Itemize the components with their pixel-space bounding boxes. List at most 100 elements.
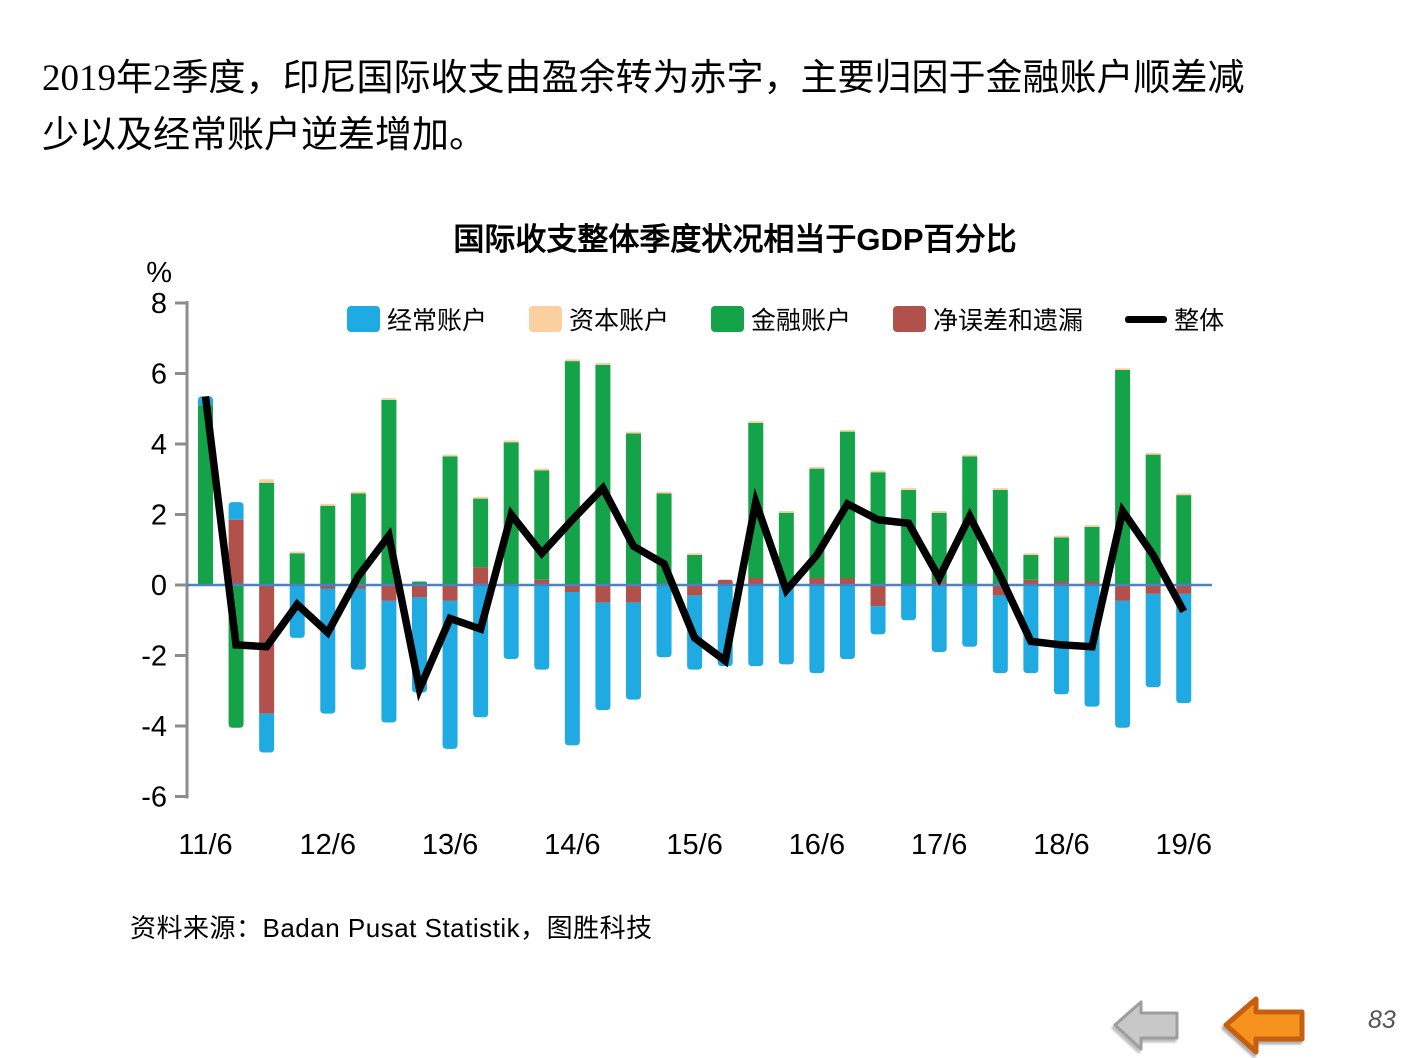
bar-segment-经常账户 [962, 585, 978, 647]
bar-segment-净误差和遗漏 [595, 585, 611, 603]
axis-label: -2 [141, 641, 167, 673]
source-note: 资料来源：Badan Pusat Statistik，图胜科技 [130, 913, 653, 943]
axis-label: 11/6 [178, 829, 232, 861]
bar-segment-经常账户 [259, 713, 275, 753]
bar-segment-资本账户 [687, 553, 703, 556]
bar-segment-经常账户 [1053, 585, 1069, 695]
bar-segment-资本账户 [564, 359, 580, 362]
bar-segment-经常账户 [595, 602, 611, 711]
nav-back-orange-arrow-icon[interactable] [1222, 996, 1306, 1056]
bar-segment-净误差和遗漏 [564, 585, 580, 593]
bar-segment-资本账户 [625, 431, 641, 434]
bar-segment-经常账户 [564, 592, 580, 746]
axis-label: 6 [151, 359, 167, 391]
bar-segment-经常账户 [320, 588, 336, 714]
legend-item-金融账户: 金融账户 [711, 301, 851, 337]
bar-segment-净误差和遗漏 [411, 585, 427, 598]
bar-quarter-14/12 [625, 431, 641, 700]
bar-quarter-16/3 [778, 510, 794, 665]
bar-segment-金融账户 [778, 512, 794, 585]
bar-segment-经常账户 [350, 588, 366, 670]
bar-segment-经常账户 [228, 502, 244, 520]
bar-segment-资本账户 [1023, 553, 1039, 556]
bar-quarter-16/12 [870, 470, 886, 635]
axis-label: 12/6 [300, 829, 356, 861]
axis-label: 17/6 [911, 829, 967, 861]
axis-label: 16/6 [789, 829, 845, 861]
bar-segment-经常账户 [381, 600, 397, 723]
bar-segment-经常账户 [1145, 593, 1161, 688]
bar-segment-经常账户 [442, 600, 458, 749]
bar-segment-资本账户 [350, 491, 366, 494]
bar-segment-净误差和遗漏 [839, 577, 855, 585]
bar-segment-金融账户 [1176, 495, 1192, 585]
bar-segment-金融账户 [289, 553, 305, 585]
bar-quarter-14/6 [564, 359, 580, 746]
axis-label: 0 [151, 570, 167, 602]
bop-chart: 8 6 4 2 0 -2 -4 -6% 11/6 12/6 13/6 14/6 15/6 16/6 17/6… [141, 260, 1212, 861]
bar-segment-净误差和遗漏 [717, 579, 733, 585]
bar-segment-净误差和遗漏 [228, 519, 244, 585]
bar-segment-金融账户 [442, 456, 458, 585]
bar-segment-净误差和遗漏 [687, 585, 703, 596]
overall-balance-line [201, 395, 1188, 702]
bar-segment-经常账户 [656, 585, 672, 658]
legend-label: 资本账户 [569, 307, 670, 335]
bar-segment-资本账户 [656, 491, 672, 494]
legend-item-整体: 整体 [1125, 301, 1224, 337]
nav-back-gray-arrow-icon[interactable] [1112, 998, 1180, 1054]
bar-segment-资本账户 [381, 398, 397, 400]
bar-quarter-12/9 [350, 491, 366, 670]
axis-label: 14/6 [544, 829, 600, 861]
bar-segment-金融账户 [870, 472, 886, 585]
bar-segment-资本账户 [839, 429, 855, 432]
bar-segment-金融账户 [625, 433, 641, 585]
bar-segment-资本账户 [992, 488, 1008, 490]
legend-color-swatch [347, 306, 380, 332]
bar-quarter-17/3 [901, 488, 917, 621]
legend-line-swatch [1125, 315, 1168, 323]
bar-segment-净误差和遗漏 [1145, 585, 1161, 594]
legend-color-swatch [893, 306, 927, 332]
bar-quarter-15/3 [656, 491, 672, 658]
bar-segment-资本账户 [931, 510, 947, 513]
axis-label: 4 [151, 429, 167, 461]
bar-segment-净误差和遗漏 [442, 585, 458, 601]
bar-segment-金融账户 [534, 470, 550, 580]
bar-segment-经常账户 [809, 585, 825, 674]
headline-line1: 2019年2季度，印尼国际收支由盈余转为赤字，主要归因于金融账户顺差减 [42, 58, 1245, 99]
bar-segment-经常账户 [992, 595, 1008, 674]
bar-quarter-19/6 [1176, 493, 1192, 704]
bar-segment-金融账户 [1084, 526, 1100, 582]
bar-segment-资本账户 [595, 362, 611, 365]
bar-quarter-12/3 [289, 551, 305, 638]
bar-segment-金融账户 [564, 361, 580, 585]
legend-item-净误差和遗漏: 净误差和遗漏 [893, 301, 1083, 337]
bar-segment-金融账户 [595, 364, 611, 585]
bar-segment-金融账户 [473, 498, 489, 568]
bar-segment-经常账户 [778, 585, 794, 665]
bar-segment-资本账户 [503, 440, 519, 443]
bar-segment-资本账户 [962, 454, 978, 457]
bar-segment-净误差和遗漏 [748, 577, 764, 585]
bar-segment-经常账户 [870, 606, 886, 635]
axis-label: 18/6 [1033, 829, 1089, 861]
axis-label: -4 [141, 711, 167, 743]
bar-segment-资本账户 [1176, 493, 1192, 496]
legend-label: 整体 [1174, 307, 1225, 335]
bar-segment-资本账户 [901, 488, 917, 490]
axis-label: 15/6 [666, 829, 722, 861]
chart-title: 国际收支整体季度状况相当于GDP百分比 [453, 222, 1017, 257]
bar-segment-经常账户 [503, 585, 519, 660]
bar-quarter-15/6 [687, 553, 703, 670]
bar-segment-经常账户 [1115, 600, 1131, 728]
axis-label: -6 [141, 782, 167, 814]
bar-quarter-12/6 [320, 503, 336, 714]
axis-label: 8 [151, 288, 167, 320]
bar-segment-资本账户 [473, 496, 489, 499]
page-number: 83 [1368, 1006, 1396, 1034]
bar-segment-资本账户 [289, 551, 305, 554]
bar-segment-资本账户 [1053, 535, 1069, 538]
legend-item-资本账户: 资本账户 [529, 301, 669, 337]
bar-segment-金融账户 [350, 493, 366, 585]
